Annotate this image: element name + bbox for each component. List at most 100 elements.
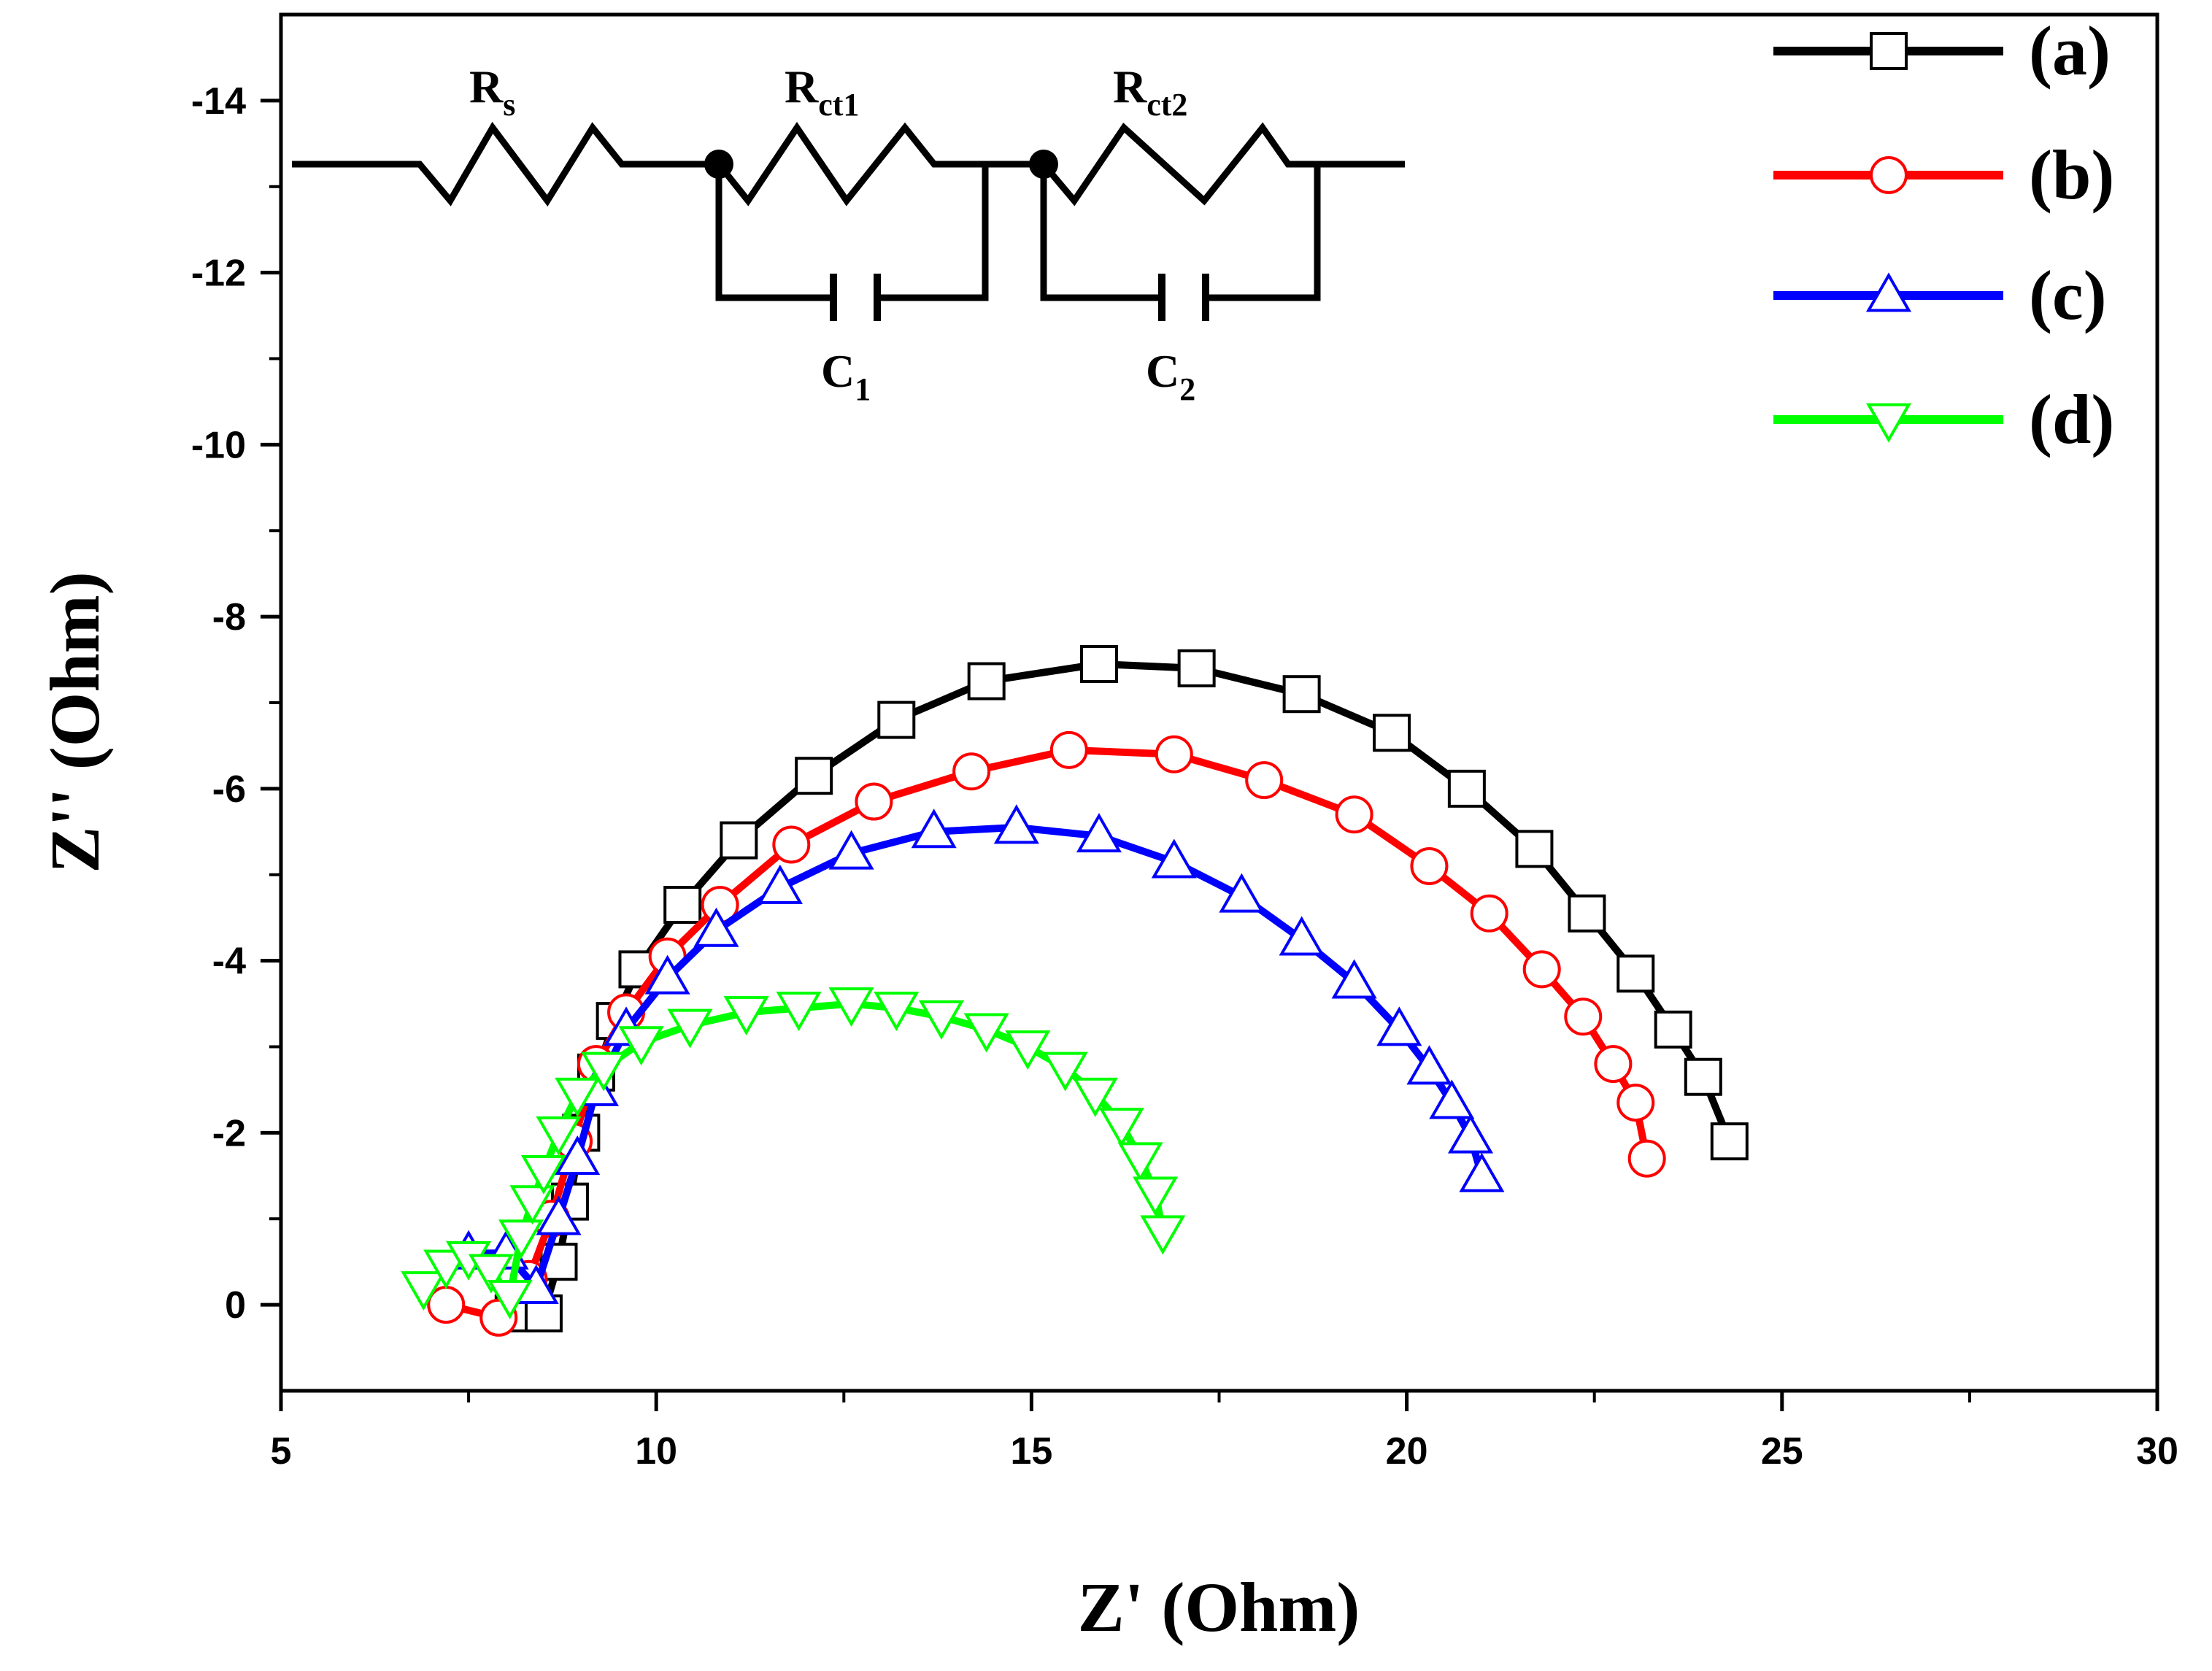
x-tick-label: 30	[2136, 1430, 2178, 1473]
data-point	[963, 1013, 1009, 1053]
y-axis-title: Z'' (Ohm)	[36, 571, 114, 873]
data-point	[1410, 846, 1449, 885]
data-point	[776, 992, 822, 1032]
data-point	[663, 886, 702, 925]
legend-label: (b)	[2029, 136, 2114, 214]
y-tick-label: -8	[212, 596, 246, 638]
data-point	[520, 1155, 566, 1195]
rs-resistor	[292, 121, 719, 207]
data-point	[1151, 838, 1197, 879]
c1-label: C1	[821, 345, 871, 407]
data-point	[1245, 761, 1284, 800]
data-point	[1005, 1030, 1051, 1070]
c2-branch-right	[1207, 164, 1321, 301]
legend-label: (c)	[2029, 256, 2107, 334]
data-point	[1447, 1114, 1494, 1154]
data-point	[1133, 1176, 1179, 1216]
data-point	[498, 1219, 544, 1259]
data-point	[1098, 1108, 1144, 1148]
data-point	[536, 1195, 582, 1235]
y-tick-label: -6	[212, 768, 246, 811]
y-tick-label: -4	[212, 941, 246, 983]
legend-label: (a)	[2029, 12, 2111, 90]
data-point	[1684, 1057, 1722, 1096]
x-tick-label: 10	[635, 1430, 677, 1473]
data-point	[1522, 950, 1561, 989]
data-point	[509, 1185, 555, 1225]
rct1-label: Rct1	[785, 61, 859, 123]
data-point	[1710, 1122, 1749, 1161]
legend-marker	[1870, 32, 1908, 70]
data-point	[952, 752, 991, 791]
c2-branch-left	[1040, 164, 1160, 301]
data-point	[555, 1077, 601, 1117]
data-point	[1072, 1077, 1118, 1117]
x-tick-label: 15	[1010, 1430, 1052, 1473]
data-point	[1616, 1084, 1655, 1122]
data-point	[1279, 916, 1325, 956]
data-point	[1627, 1139, 1666, 1178]
data-point	[1335, 795, 1373, 834]
x-tick-label: 25	[1761, 1430, 1803, 1473]
equivalent-circuit: Rs Rct1 Rct2 C1 C2	[292, 61, 1405, 407]
series-d	[401, 987, 1186, 1319]
data-point	[1042, 1051, 1088, 1092]
y-tick-label: -14	[191, 80, 246, 123]
data-point	[1406, 1045, 1452, 1085]
legend-item: (d)	[1773, 380, 2114, 458]
data-point	[1140, 1215, 1186, 1255]
data-point	[1331, 959, 1377, 999]
data-point	[618, 1026, 664, 1066]
y-tick-label: -12	[191, 252, 246, 295]
legend-marker	[1865, 272, 1912, 312]
data-point	[1079, 644, 1118, 683]
data-point	[1515, 830, 1554, 868]
data-point	[723, 995, 769, 1035]
legend-marker	[1870, 156, 1908, 194]
data-point	[1568, 894, 1606, 933]
y-tick-label: -2	[212, 1112, 246, 1154]
data-point	[1282, 675, 1321, 714]
data-point	[1616, 954, 1655, 993]
data-point	[487, 1279, 533, 1319]
legend: (a) (b) (c) (d)	[1773, 12, 2114, 458]
data-point	[1177, 649, 1216, 687]
rct2-resistor	[1041, 122, 1405, 207]
rct2-label: Rct2	[1113, 61, 1187, 123]
data-point	[967, 662, 1006, 701]
data-point	[1654, 1010, 1692, 1049]
data-point	[1594, 1045, 1633, 1084]
legend-item: (c)	[1773, 256, 2107, 334]
data-point	[667, 1008, 713, 1049]
c2-label: C2	[1146, 345, 1195, 407]
data-point	[644, 954, 690, 995]
data-point	[1376, 1006, 1422, 1046]
data-point	[536, 1116, 582, 1156]
data-point	[1155, 735, 1193, 773]
data-point	[423, 1249, 469, 1289]
series-layer	[401, 644, 1749, 1337]
axis-ticks: 5 10 15 20 25 30 0 -2 -4 -6 -8 -10 -12 -14	[191, 80, 2178, 1473]
legend-marker	[1865, 403, 1912, 443]
data-point	[581, 1051, 627, 1092]
data-point	[855, 782, 893, 821]
data-point	[918, 1000, 965, 1040]
data-point	[911, 809, 957, 849]
x-tick-label: 5	[271, 1430, 292, 1473]
data-point	[468, 1254, 515, 1294]
data-point	[1564, 997, 1603, 1036]
data-point	[828, 987, 874, 1027]
y-tick-label: 0	[225, 1284, 246, 1327]
data-point	[1076, 813, 1122, 853]
data-point	[1219, 873, 1265, 913]
series-line	[513, 660, 1733, 1317]
series-line	[420, 1000, 1167, 1300]
legend-item: (a)	[1773, 12, 2111, 90]
data-point	[874, 992, 920, 1032]
data-point	[772, 825, 811, 864]
data-point	[1447, 769, 1486, 808]
data-point	[795, 757, 833, 795]
legend-item: (b)	[1773, 136, 2114, 214]
data-point	[1470, 894, 1508, 933]
